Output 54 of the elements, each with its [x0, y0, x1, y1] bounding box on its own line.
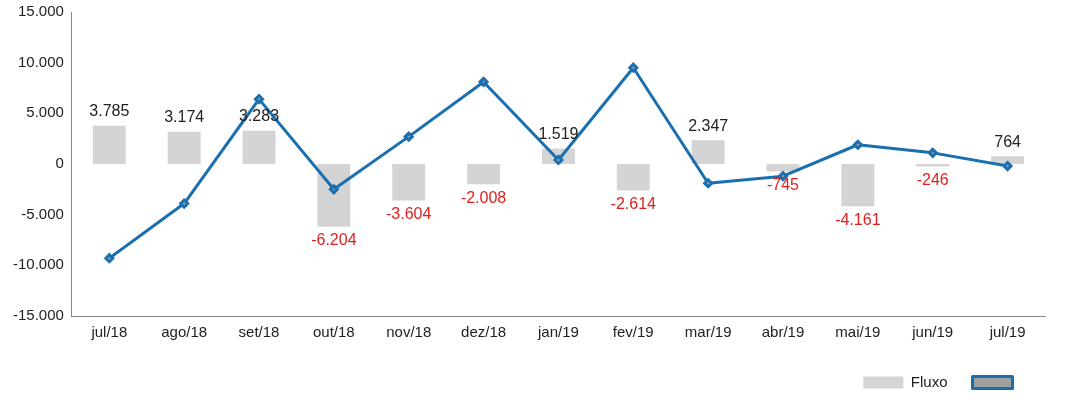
bar [167, 131, 201, 164]
x-tick-label: mar/19 [684, 323, 732, 341]
data-label: -246 [916, 170, 949, 188]
data-label: -3.604 [386, 204, 432, 222]
data-label: 2.347 [688, 116, 729, 134]
legend-label: Fluxo [910, 372, 948, 390]
x-tick-label: jul/18 [90, 323, 128, 341]
y-tick-label: 0 [55, 154, 64, 172]
data-label: 1.519 [538, 125, 579, 143]
data-label: 764 [994, 132, 1022, 150]
x-tick-label: jun/19 [911, 323, 954, 341]
x-tick-label: out/18 [313, 323, 355, 341]
bar [242, 130, 276, 164]
y-tick-label: 10.000 [17, 52, 64, 70]
point [703, 178, 714, 189]
data-label: 3.174 [164, 108, 205, 126]
x-tick-label: fev/19 [612, 323, 654, 341]
x-tick-label: mai/19 [835, 323, 881, 341]
bar [467, 164, 501, 185]
data-label: -6.204 [311, 231, 357, 249]
bar [616, 164, 650, 191]
point [628, 62, 639, 73]
x-tick-label: jul/19 [988, 323, 1026, 341]
bar [317, 164, 351, 227]
point [254, 94, 265, 105]
x-tick-label: abr/19 [761, 323, 805, 341]
y-tick-label: 5.000 [26, 103, 64, 121]
point [927, 147, 938, 158]
point [1002, 161, 1013, 172]
point [104, 253, 115, 264]
point [179, 198, 190, 209]
x-tick-label: set/18 [238, 323, 280, 341]
bar [392, 164, 426, 201]
y-tick-label: -10.000 [13, 255, 64, 273]
point [328, 184, 339, 195]
y-tick-label: -15.000 [13, 306, 64, 324]
data-label: -2.614 [610, 194, 657, 212]
data-label: -2.008 [460, 188, 507, 206]
y-tick-label: -5.000 [21, 204, 64, 222]
x-tick-label: dez/18 [461, 323, 507, 341]
x-tick-label: ago/18 [161, 323, 208, 341]
x-tick-label: jan/19 [537, 323, 579, 341]
data-label: -4.161 [835, 210, 881, 228]
bar [92, 125, 126, 164]
point [852, 139, 863, 150]
bar [841, 164, 875, 207]
data-label: -745 [766, 175, 800, 193]
point [478, 76, 489, 87]
data-label: 3.785 [89, 102, 130, 120]
y-tick-label: 15.000 [17, 2, 64, 20]
x-tick-label: nov/18 [386, 323, 432, 341]
bar [691, 140, 725, 164]
bar [766, 164, 800, 172]
point [403, 131, 414, 142]
